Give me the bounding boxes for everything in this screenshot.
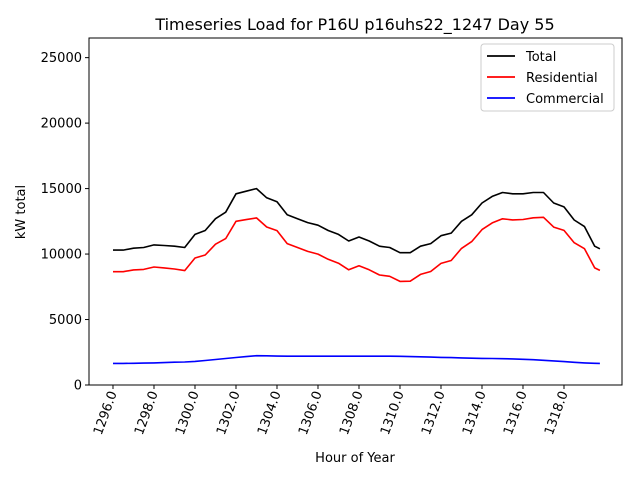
y-tick-label: 5000: [49, 313, 82, 328]
y-axis: 0 5000 10000 15000 20000 25000: [41, 51, 89, 394]
x-tick-label: 1304.0: [255, 389, 285, 437]
x-tick-label: 1316.0: [501, 389, 531, 437]
series-line-commercial: [113, 354, 600, 365]
legend-label-commercial: Commercial: [526, 92, 604, 107]
plot-frame: [88, 37, 623, 386]
x-tick-label: 1308.0: [337, 389, 367, 437]
x-tick-label: 1310.0: [378, 389, 408, 437]
legend: Total Residential Commercial: [480, 43, 615, 112]
x-tick-label: 1314.0: [460, 389, 490, 437]
x-tick-label: 1296.0: [91, 389, 121, 437]
x-tick-label: 1306.0: [296, 389, 326, 437]
series-line-total: [113, 187, 601, 254]
series-layer: [113, 187, 601, 365]
x-tick-label: 1298.0: [132, 389, 162, 437]
x-tick-label: 1318.0: [542, 389, 572, 437]
y-axis-label: kW total: [14, 185, 29, 239]
legend-box: [480, 43, 615, 112]
x-axis: 1296.0 1298.0 1300.0 1302.0 1304.0 1306.0 1308…: [91, 385, 572, 437]
y-tick-label: 15000: [41, 182, 82, 197]
chart-title: Timeseries Load for P16U p16uhs22_1247 D…: [154, 15, 554, 35]
y-tick-label: 20000: [41, 117, 82, 132]
y-tick-label: 0: [74, 379, 82, 394]
y-tick-label: 10000: [41, 248, 82, 263]
x-tick-label: 1302.0: [214, 389, 244, 437]
legend-label-residential: Residential: [526, 71, 598, 86]
x-axis-label: Hour of Year: [315, 451, 395, 466]
x-tick-label: 1300.0: [173, 389, 203, 437]
series-line-residential: [113, 216, 601, 283]
legend-label-total: Total: [525, 50, 556, 65]
y-tick-label: 25000: [41, 51, 82, 66]
x-tick-label: 1312.0: [419, 389, 449, 437]
